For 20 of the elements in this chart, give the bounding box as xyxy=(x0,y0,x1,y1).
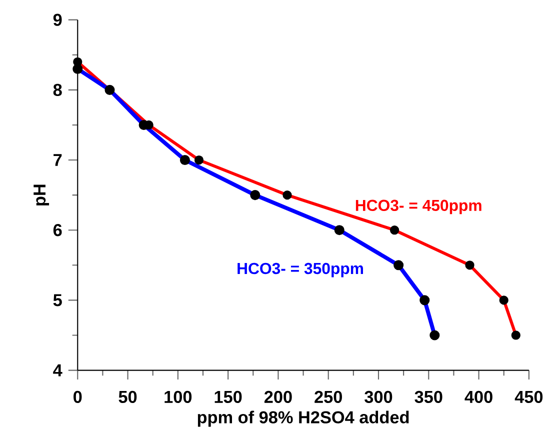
y-tick-label: 6 xyxy=(53,224,62,236)
x-tick-label: 300 xyxy=(364,390,392,403)
y-axis-title: pH xyxy=(34,184,50,206)
x-tick-label: 250 xyxy=(314,390,342,403)
x-tick-label: 400 xyxy=(464,390,492,403)
y-tick-label: 5 xyxy=(53,294,62,306)
x-tick-label: 150 xyxy=(214,390,242,403)
y-tick-label: 9 xyxy=(53,14,62,26)
y-tick-label: 8 xyxy=(53,84,62,96)
series-label: HCO3- = 450ppm xyxy=(356,200,482,214)
x-tick-label: 200 xyxy=(264,390,292,403)
x-tick-label: 50 xyxy=(118,390,137,403)
x-tick-label: 100 xyxy=(164,390,192,403)
x-tick-label: 450 xyxy=(514,390,543,403)
x-tick-label: 350 xyxy=(414,390,442,403)
y-tick-label: 4 xyxy=(53,364,62,376)
x-tick-label: 0 xyxy=(74,390,82,403)
y-tick-label: 7 xyxy=(54,154,62,166)
series-label: HCO3- = 350ppm xyxy=(238,262,363,278)
x-axis-title: ppm of 98% H2SO4 added xyxy=(198,410,409,427)
